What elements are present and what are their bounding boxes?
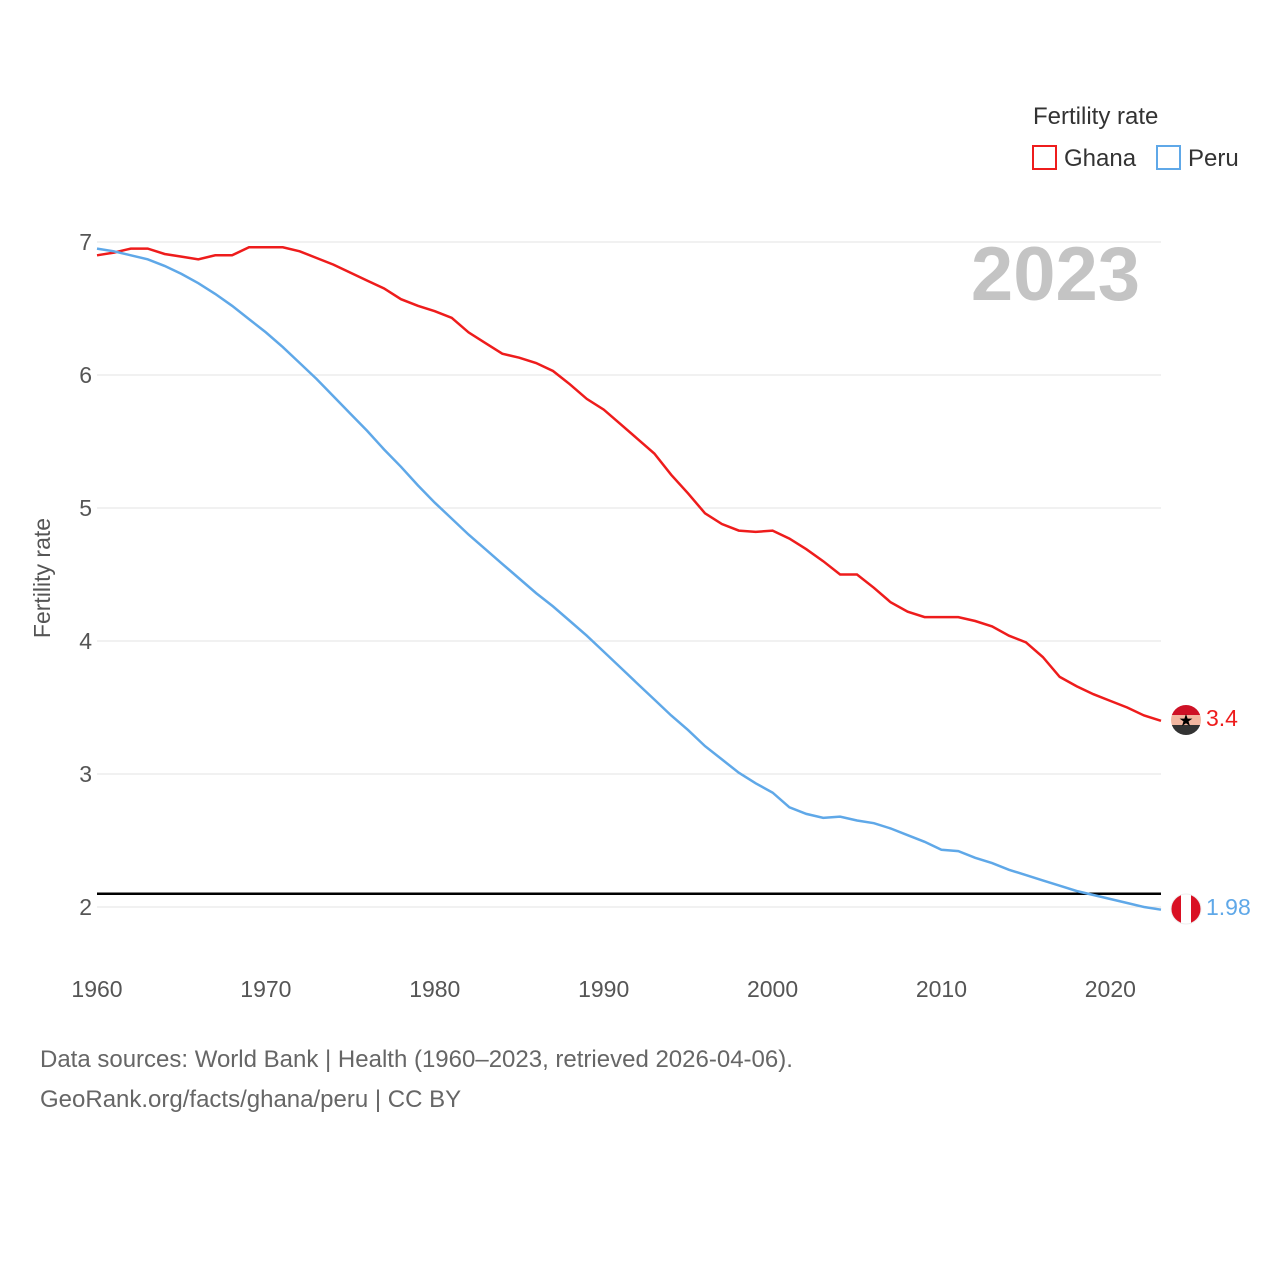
- x-tick-label: 2010: [916, 976, 967, 1002]
- peru-flag-icon: [1170, 893, 1202, 925]
- end-label-peru: 1.98: [1206, 894, 1251, 920]
- y-tick-label: 2: [79, 894, 92, 920]
- y-axis-title: Fertility rate: [29, 518, 55, 638]
- source-line: Data sources: World Bank | Health (1960–…: [40, 1046, 793, 1073]
- y-tick-label: 7: [79, 229, 92, 255]
- y-tick-label: 6: [79, 362, 92, 388]
- x-tick-label: 1970: [240, 976, 291, 1002]
- x-axis-ticks: 1960 1970 1980 1990 2000 2010 2020: [71, 976, 1136, 1002]
- attribution-line: GeoRank.org/facts/ghana/peru | CC BY: [40, 1086, 462, 1113]
- legend-item-peru[interactable]: Peru: [1156, 145, 1239, 172]
- legend-swatch-peru: [1156, 145, 1181, 170]
- x-tick-label: 1960: [71, 976, 122, 1002]
- x-tick-label: 1980: [409, 976, 460, 1002]
- series-line-ghana: [96, 246, 1162, 722]
- legend-swatch-ghana: [1032, 145, 1057, 170]
- y-axis-ticks: 2 3 4 5 6 7: [79, 229, 92, 920]
- end-label-ghana: 3.4: [1206, 705, 1238, 731]
- legend-title: Fertility rate: [1033, 103, 1158, 130]
- x-tick-label: 1990: [578, 976, 629, 1002]
- legend-item-ghana[interactable]: Ghana: [1032, 145, 1137, 172]
- legend-label-peru: Peru: [1188, 145, 1239, 172]
- current-year-label: 2023: [971, 232, 1140, 317]
- y-tick-label: 5: [79, 495, 92, 521]
- gridlines: [97, 241, 1161, 908]
- series-line-peru: [96, 247, 1162, 911]
- y-tick-label: 3: [79, 761, 92, 787]
- ghana-flag-icon: [1171, 705, 1201, 735]
- x-tick-label: 2020: [1085, 976, 1136, 1002]
- legend-label-ghana: Ghana: [1064, 145, 1137, 172]
- x-tick-label: 2000: [747, 976, 798, 1002]
- y-tick-label: 4: [79, 628, 92, 654]
